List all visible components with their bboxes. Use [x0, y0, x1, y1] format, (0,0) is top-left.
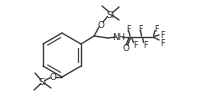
Text: O: O	[98, 20, 104, 29]
Text: Si: Si	[38, 78, 46, 87]
Text: NH: NH	[113, 33, 126, 42]
Text: F: F	[133, 41, 137, 50]
Text: F: F	[143, 41, 147, 50]
Text: F: F	[160, 30, 164, 39]
Text: O: O	[123, 44, 129, 53]
Text: F: F	[160, 38, 164, 47]
Text: O: O	[50, 73, 56, 82]
Text: F: F	[126, 24, 130, 33]
Text: Si: Si	[106, 10, 114, 19]
Text: F: F	[154, 24, 158, 33]
Text: F: F	[138, 24, 142, 33]
